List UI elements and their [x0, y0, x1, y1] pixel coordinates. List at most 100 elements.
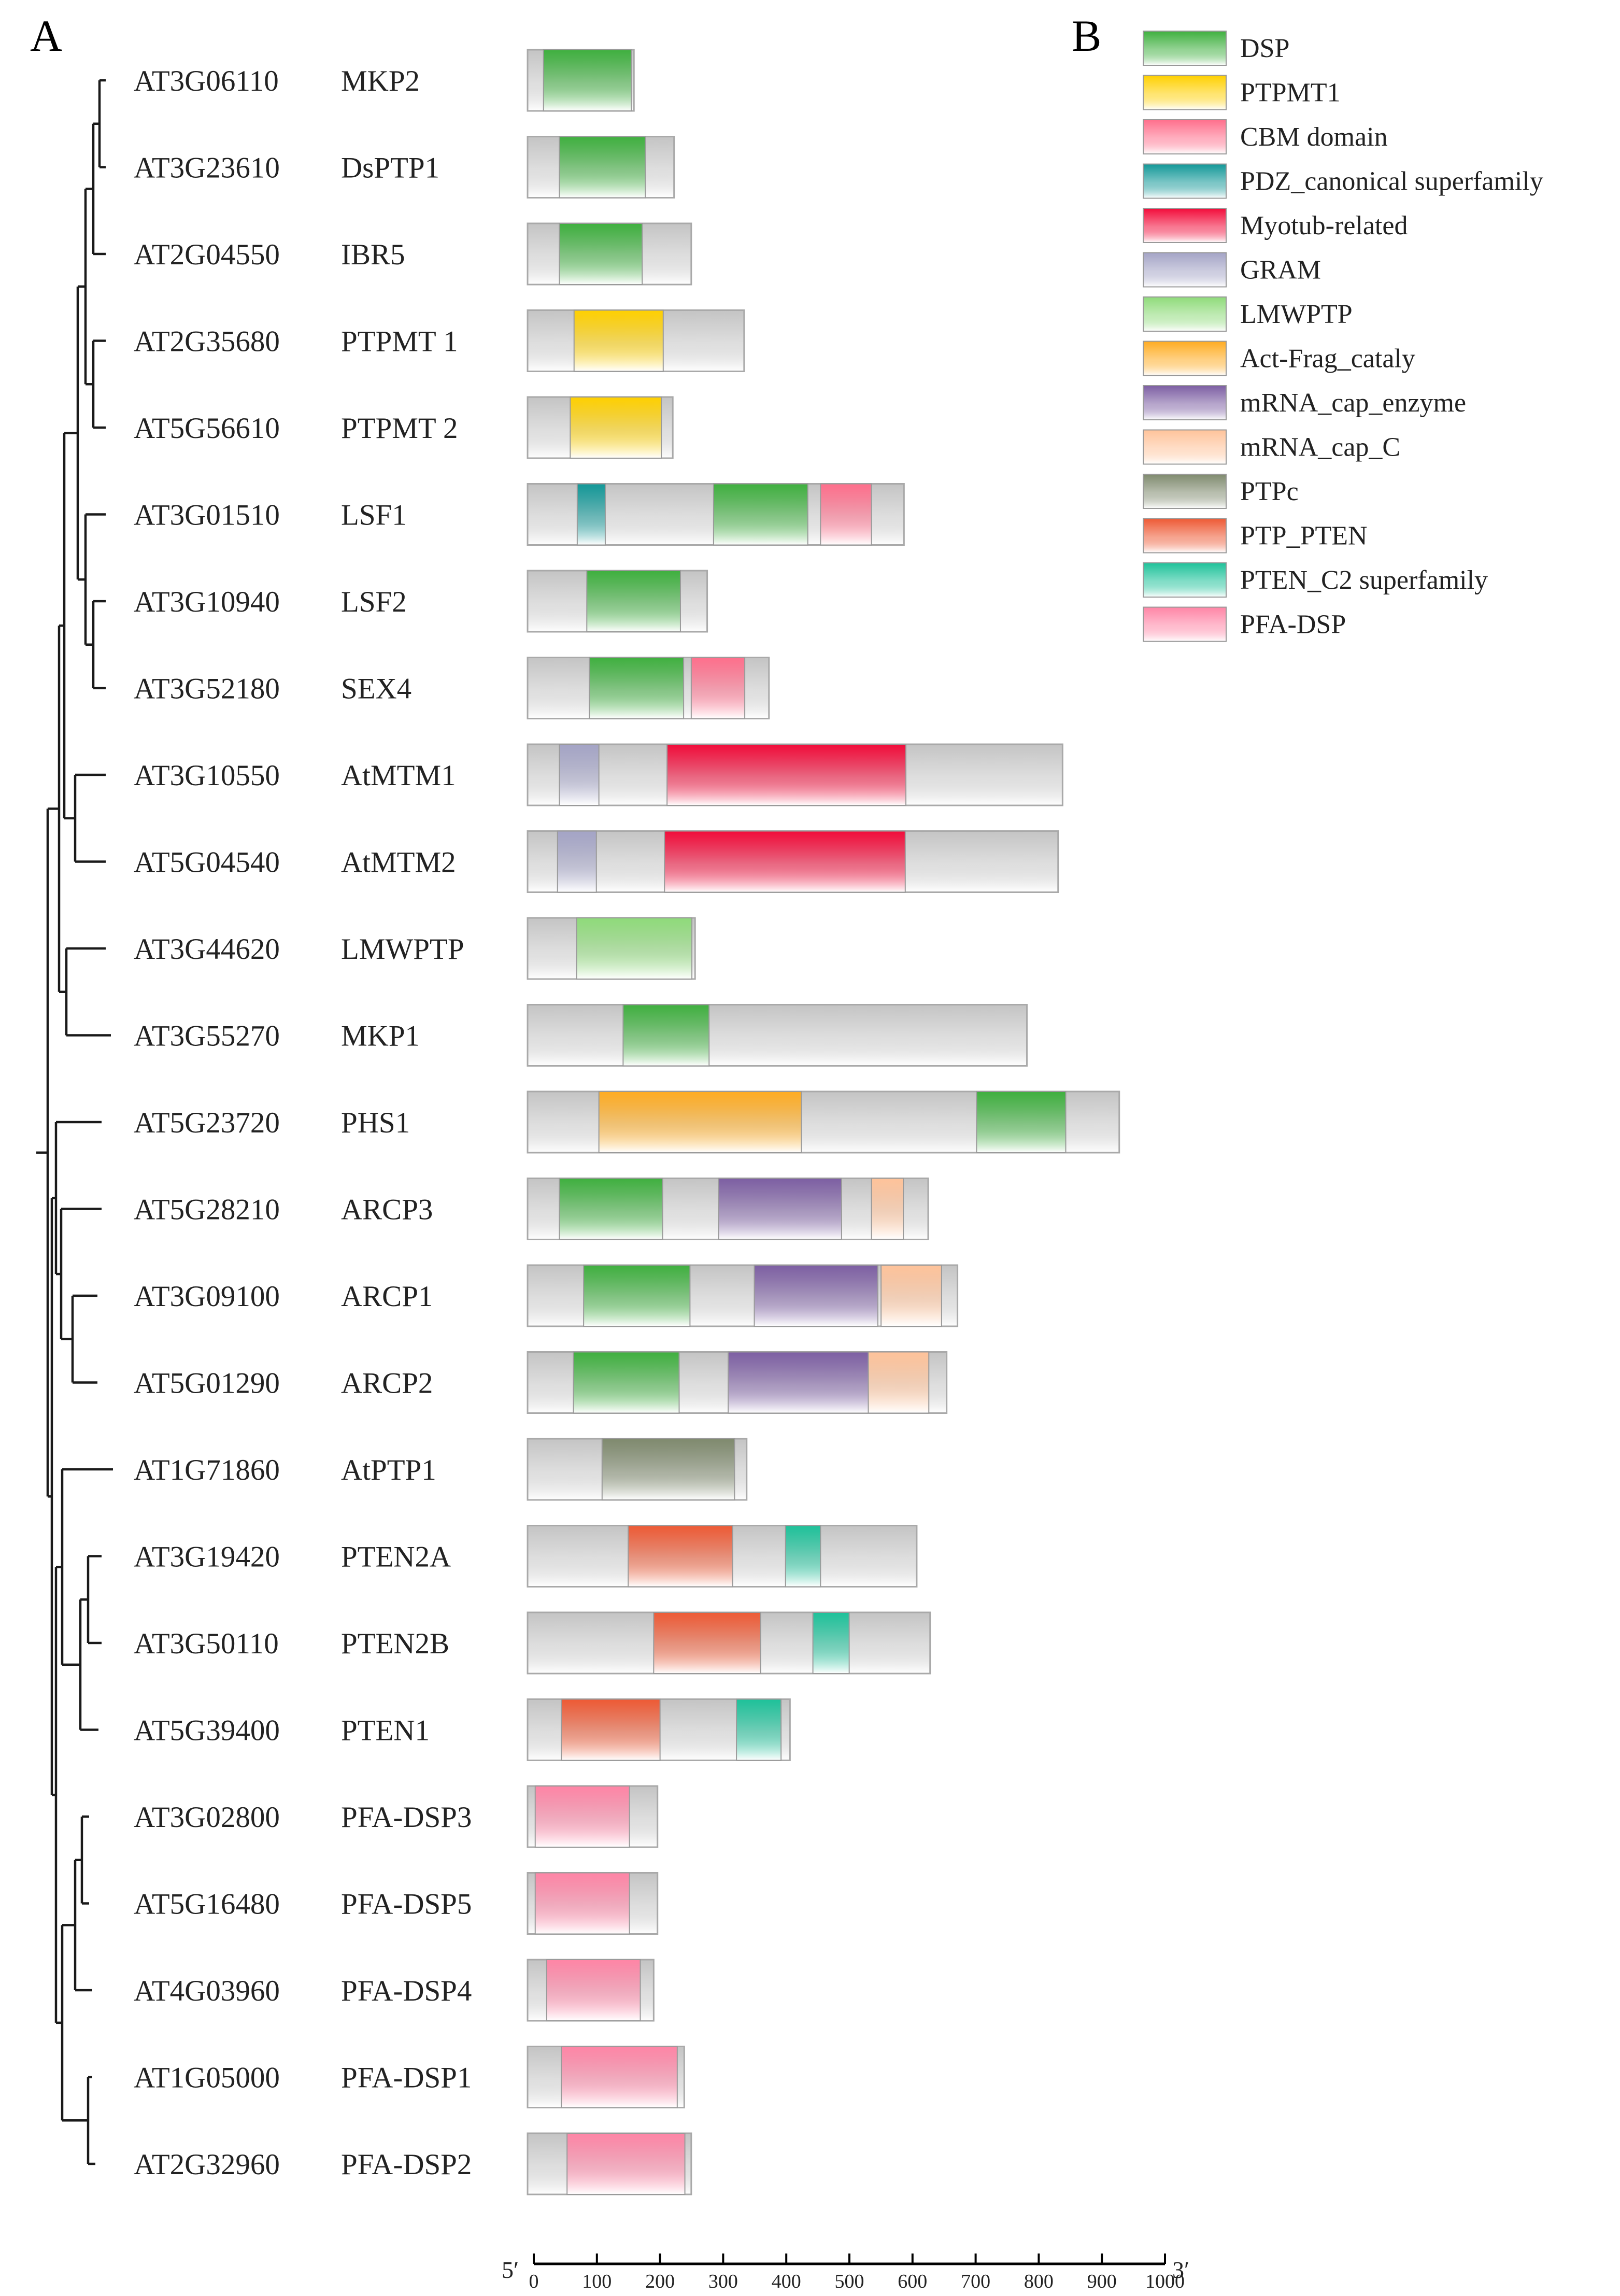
gene-id-label: AT5G39400	[134, 1714, 280, 1747]
protein-row-pfa-dsp3: AT3G02800 PFA-DSP3	[134, 1785, 659, 1848]
domain-dsp-block	[976, 1091, 1067, 1153]
protein-row-pfa-dsp1: AT1G05000 PFA-DSP1	[134, 2046, 685, 2108]
protein-name-label: PTEN2A	[341, 1541, 451, 1574]
domain-ptppten-block	[653, 1612, 761, 1674]
gene-id-label: AT5G16480	[134, 1888, 280, 1921]
gene-id-label: AT3G55270	[134, 1020, 280, 1053]
axis-tick-label: 100	[582, 2271, 612, 2292]
legend-item-actfrag: Act-Frag_cataly	[1143, 341, 1415, 376]
axis-tick-label: 1000	[1145, 2271, 1185, 2292]
phylogenetic-tree	[36, 79, 113, 2165]
protein-name-label: AtMTM2	[341, 846, 456, 879]
protein-row-dsptp1: AT3G23610 DsPTP1	[134, 136, 675, 199]
legend-label: LMWPTP	[1240, 300, 1353, 329]
legend-label: mRNA_cap_enzyme	[1240, 388, 1466, 418]
gene-id-label: AT2G35680	[134, 325, 280, 358]
axis-three-prime-label: 3′	[1172, 2257, 1189, 2283]
protein-name-label: PFA-DSP4	[341, 1975, 472, 2007]
protein-name-label: PFA-DSP5	[341, 1888, 472, 1921]
axis-five-prime-label: 5′	[502, 2257, 519, 2283]
domain-cbm-block	[820, 483, 872, 546]
legend-label: PFA-DSP	[1240, 610, 1346, 640]
axis-tick-label: 700	[961, 2271, 990, 2292]
domain-dsp-block	[573, 1351, 680, 1414]
legend-label: PTPc	[1240, 477, 1299, 506]
legend-label: Act-Frag_cataly	[1240, 344, 1415, 374]
domain-ptpmt1-block	[573, 309, 664, 372]
domain-ptenc2-block	[812, 1612, 850, 1674]
domain-pfadsp-block	[566, 2133, 686, 2195]
protein-row-lsf1: AT3G01510 LSF1	[134, 483, 905, 546]
protein-name-label: IBR5	[341, 238, 405, 271]
gene-id-label: AT5G28210	[134, 1194, 280, 1226]
legend-item-pdz: PDZ_canonical superfamily	[1143, 163, 1543, 199]
gene-id-label: AT5G23720	[134, 1107, 280, 1139]
domain-ptppten-block	[561, 1698, 661, 1761]
protein-name-label: AtPTP1	[341, 1454, 436, 1486]
protein-row-pfa-dsp4: AT4G03960 PFA-DSP4	[134, 1959, 655, 2022]
legend-label: mRNA_cap_C	[1240, 433, 1400, 462]
legend-swatch	[1143, 474, 1227, 509]
protein-name-label: ARCP2	[341, 1367, 433, 1400]
legend-swatch	[1143, 429, 1227, 465]
gene-id-label: AT3G09100	[134, 1280, 280, 1313]
legend-item-gram: GRAM	[1143, 252, 1321, 288]
protein-name-label: PTEN2B	[341, 1627, 449, 1660]
gene-id-label: AT2G32960	[134, 2148, 280, 2181]
legend-label: Myotub-related	[1240, 211, 1408, 240]
gene-id-label: AT3G01510	[134, 499, 280, 532]
protein-name-label: LSF2	[341, 586, 407, 618]
domain-dsp-block	[622, 1004, 710, 1067]
domain-legend: DSP PTPMT1 CBM domain PDZ_canonical superfa…	[1143, 31, 1543, 642]
gene-id-label: AT3G06110	[134, 65, 279, 97]
protein-name-label: PHS1	[341, 1107, 410, 1139]
axis-tick-label: 800	[1024, 2271, 1054, 2292]
protein-name-label: SEX4	[341, 673, 411, 705]
gene-id-label: AT3G19420	[134, 1541, 280, 1574]
protein-name-label: PFA-DSP3	[341, 1801, 472, 1834]
legend-item-pfadsp: PFA-DSP	[1143, 606, 1346, 642]
domain-lmwptp-block	[576, 917, 693, 980]
protein-row-arcp3: AT5G28210 ARCP3	[134, 1178, 929, 1240]
legend-swatch	[1143, 75, 1227, 110]
domain-dsp-block	[543, 49, 632, 111]
protein-name-label: ARCP3	[341, 1194, 433, 1226]
protein-name-label: MKP2	[341, 65, 420, 97]
domain-mrnacapc-block	[871, 1178, 904, 1240]
gene-id-label: AT3G44620	[134, 933, 280, 966]
domain-mrnacap-block	[728, 1351, 869, 1414]
protein-row-pfa-dsp5: AT5G16480 PFA-DSP5	[134, 1872, 659, 1935]
protein-row-atmtm1: AT3G10550 AtMTM1	[134, 743, 1063, 806]
axis-tick-label: 300	[708, 2271, 738, 2292]
gene-id-label: AT1G71860	[134, 1454, 280, 1486]
protein-name-label: LSF1	[341, 499, 407, 532]
domain-dsp-block	[583, 1265, 691, 1327]
legend-item-cbm: CBM domain	[1143, 119, 1388, 154]
protein-name-label: LMWPTP	[341, 933, 464, 966]
protein-row-lmwptp: AT3G44620 LMWPTP	[134, 917, 696, 980]
panel-label-b: B	[1072, 11, 1101, 61]
domain-myotub-block	[664, 830, 906, 893]
length-scale-axis: 5′ 3′ 0 100 200 300 400 500 600 700 800 900 1000	[502, 2254, 1189, 2292]
protein-name-label: PFA-DSP2	[341, 2148, 472, 2181]
legend-label: CBM domain	[1240, 122, 1388, 152]
legend-label: GRAM	[1240, 256, 1321, 285]
legend-item-ptppten: PTP_PTEN	[1143, 518, 1368, 554]
protein-row-arcp2: AT5G01290 ARCP2	[134, 1351, 948, 1414]
domain-mrnacap-block	[718, 1178, 842, 1240]
axis-tick-label: 600	[898, 2271, 927, 2292]
legend-swatch	[1143, 562, 1227, 598]
protein-row-ptpmt2: AT5G56610 PTPMT 2	[134, 396, 674, 459]
legend-item-lmwptp: LMWPTP	[1143, 296, 1353, 332]
protein-row-pten1: AT5G39400 PTEN1	[134, 1698, 791, 1761]
protein-row-pten2a: AT3G19420 PTEN2A	[134, 1525, 918, 1588]
axis-tick-label: 400	[772, 2271, 801, 2292]
axis-tick-label: 0	[529, 2271, 539, 2292]
gene-id-label: AT5G01290	[134, 1367, 280, 1400]
protein-row-sex4: AT3G52180 SEX4	[134, 657, 770, 719]
domain-pdz-block	[576, 483, 606, 546]
legend-item-ptenc2: PTEN_C2 superfamily	[1143, 562, 1488, 598]
gene-id-label: AT3G10550	[134, 759, 280, 792]
protein-name-label: DsPTP1	[341, 152, 439, 185]
legend-swatch	[1143, 31, 1227, 66]
